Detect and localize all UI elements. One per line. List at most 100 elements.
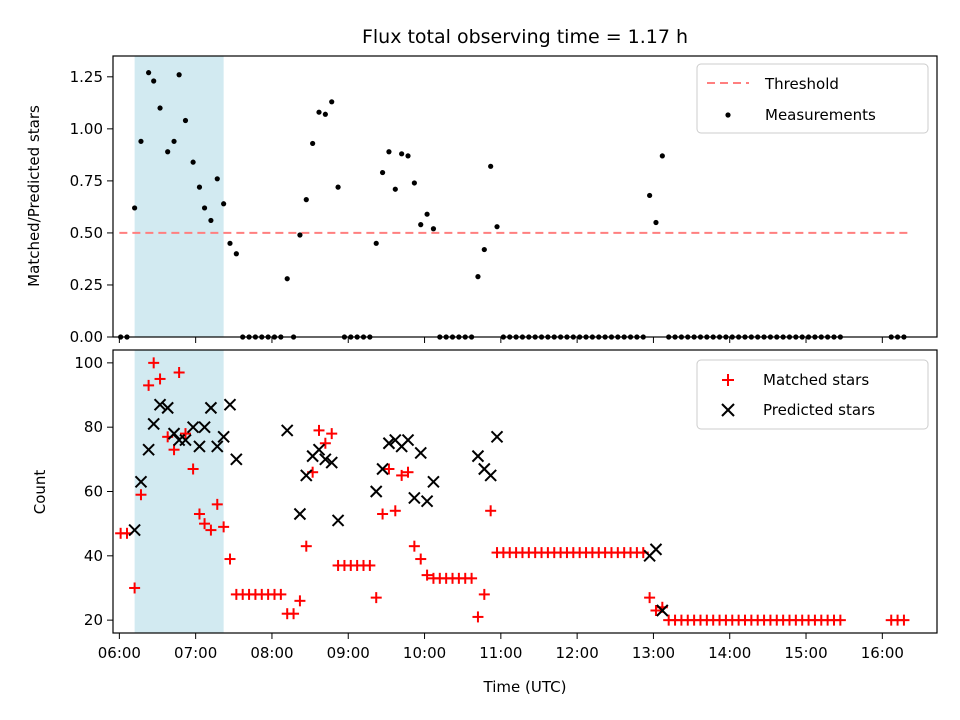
measurement-point xyxy=(196,184,203,190)
chart-title: Flux total observing time = 1.17 h xyxy=(362,26,688,48)
bottom-x-tick-label: 06:00 xyxy=(98,644,141,662)
predicted-star-stroke-b xyxy=(408,491,421,505)
predicted-star-stroke-b xyxy=(198,420,211,434)
predicted-star-stroke-b xyxy=(161,401,174,415)
measurement-point xyxy=(475,274,481,280)
predicted-star-point xyxy=(281,424,294,437)
measurement-point xyxy=(494,224,500,230)
predicted-star-stroke-b xyxy=(293,507,307,521)
matched-star-point xyxy=(644,592,656,604)
matched-star-point xyxy=(300,540,312,552)
predicted-star-stroke-b xyxy=(193,440,206,453)
legend-predicted-swatch xyxy=(721,403,735,417)
predicted-star-point xyxy=(382,437,396,450)
legend-matched-swatch xyxy=(722,374,734,386)
bottom-plot-frame xyxy=(112,349,938,634)
predicted-star-stroke-b xyxy=(142,443,155,456)
predicted-star-stroke-b xyxy=(656,604,669,617)
predicted-star-point xyxy=(186,420,200,434)
matched-star-point xyxy=(224,553,236,565)
predicted-star-stroke-b xyxy=(204,401,218,415)
measurement-point xyxy=(201,205,208,211)
predicted-star-point xyxy=(193,440,206,453)
bottom-legend-box xyxy=(696,359,929,430)
predicted-star-point xyxy=(490,430,504,444)
bottom-x-tick-label: 14:00 xyxy=(708,644,751,662)
matched-star-point xyxy=(179,428,191,440)
matched-star-point xyxy=(218,521,230,533)
matched-star-point xyxy=(415,553,427,565)
predicted-star-stroke-b xyxy=(300,469,313,482)
predicted-star-point xyxy=(408,491,421,505)
predicted-star-point xyxy=(217,430,230,444)
measurement-point xyxy=(386,149,392,155)
predicted-star-stroke-b xyxy=(427,475,440,489)
measurement-point xyxy=(481,246,487,253)
matched-star-point xyxy=(211,498,223,510)
matched-star-point xyxy=(288,608,300,620)
measurement-point xyxy=(379,169,386,176)
predicted-star-point xyxy=(293,507,307,521)
predicted-star-point xyxy=(649,543,663,556)
predicted-star-point xyxy=(656,604,669,617)
predicted-star-point xyxy=(134,475,148,489)
matched-star-point xyxy=(472,611,484,623)
predicted-star-stroke-b xyxy=(490,430,504,444)
matched-star-point xyxy=(485,505,497,517)
matched-star-point xyxy=(396,469,408,481)
bottom-x-tick-label: 07:00 xyxy=(174,644,217,662)
bottom-y-axis-label: Count xyxy=(31,470,49,515)
matched-star-point xyxy=(383,463,395,475)
measurement-point xyxy=(488,163,494,169)
top-plot-frame xyxy=(112,55,938,338)
matched-star-point xyxy=(370,592,382,604)
measurement-point xyxy=(399,151,405,157)
matched-star-point xyxy=(135,489,147,501)
predicted-star-stroke-b xyxy=(153,398,167,411)
measurement-point xyxy=(151,78,157,84)
bottom-y-axis: 20 40 60 80 100 xyxy=(74,354,113,629)
matched-star-point xyxy=(326,428,338,440)
predicted-star-stroke-b xyxy=(382,437,396,450)
predicted-star-stroke-b xyxy=(319,453,332,466)
predicted-star-point xyxy=(230,453,243,466)
measurement-point xyxy=(659,153,665,159)
predicted-star-stroke-b xyxy=(167,427,181,440)
predicted-star-stroke-b xyxy=(128,523,141,537)
predicted-star-stroke-b xyxy=(217,430,230,444)
legend-measurements-swatch xyxy=(725,112,731,118)
top-subplot: 0.00 0.25 0.50 0.75 1.00 1.25 Matched/Predict… xyxy=(25,55,938,346)
measurement-point xyxy=(233,251,239,257)
top-y-tick-label: 0.75 xyxy=(70,172,103,190)
predicted-star-point xyxy=(420,494,434,508)
matched-star-point xyxy=(364,559,376,571)
predicted-star-stroke-b xyxy=(281,424,294,437)
predicted-star-point xyxy=(427,475,440,489)
predicted-star-point xyxy=(153,398,167,411)
measurement-point xyxy=(221,201,227,207)
matched-star-point xyxy=(478,588,490,600)
legend-measurements-label: Measurements xyxy=(765,106,876,124)
measurement-point xyxy=(190,159,196,165)
top-legend-box xyxy=(696,63,929,134)
top-x-ticks xyxy=(118,337,883,343)
measurement-point xyxy=(653,219,659,226)
predicted-star-stroke-b xyxy=(223,398,237,411)
matched-star-point xyxy=(168,444,180,456)
matched-stars-series xyxy=(115,357,910,626)
measurement-point xyxy=(297,232,303,238)
predicted-star-stroke-b xyxy=(312,443,326,456)
measurement-point xyxy=(182,117,189,124)
top-y-tick-label: 1.25 xyxy=(70,68,103,86)
legend-predicted-label: Predicted stars xyxy=(763,401,875,419)
predicted-star-point xyxy=(401,433,415,447)
matched-star-point xyxy=(408,540,420,552)
predicted-star-stroke-b xyxy=(179,433,192,447)
matched-star-point xyxy=(173,367,185,379)
matched-star-point xyxy=(143,379,155,391)
measurement-point xyxy=(171,138,177,144)
predicted-star-point xyxy=(331,514,345,527)
top-y-tick-label: 0.50 xyxy=(70,224,103,242)
predicted-star-point xyxy=(325,456,338,469)
bottom-x-tick-label: 10:00 xyxy=(403,644,446,662)
